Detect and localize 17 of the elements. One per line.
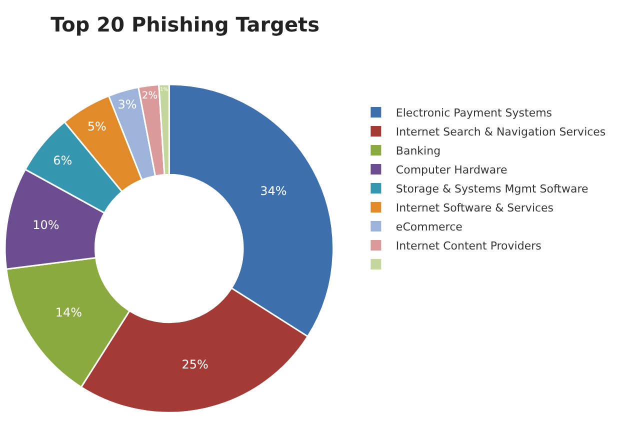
data-label: 14% xyxy=(55,305,82,320)
legend-label: Banking xyxy=(396,144,441,158)
data-label: 6% xyxy=(53,153,72,168)
legend-label: Internet Content Providers xyxy=(396,239,542,252)
legend-label: Electronic Payment Systems xyxy=(396,106,552,120)
data-label: 25% xyxy=(182,358,208,372)
data-label: 10% xyxy=(32,218,60,232)
legend-label: eCommerce xyxy=(396,220,463,234)
legend-label: Storage & Systems Mgmt Software xyxy=(396,182,588,196)
legend-label: Internet Software & Services xyxy=(396,201,554,214)
data-label: 2% xyxy=(142,90,158,102)
data-label: 5% xyxy=(87,119,106,134)
data-label: 34% xyxy=(260,184,287,198)
legend-label: Computer Hardware xyxy=(396,163,508,176)
legend-label: Internet Search & Navigation Services xyxy=(396,125,606,138)
chart-title: Top 20 Phishing Targets xyxy=(50,12,320,37)
data-label: 3% xyxy=(118,97,137,112)
